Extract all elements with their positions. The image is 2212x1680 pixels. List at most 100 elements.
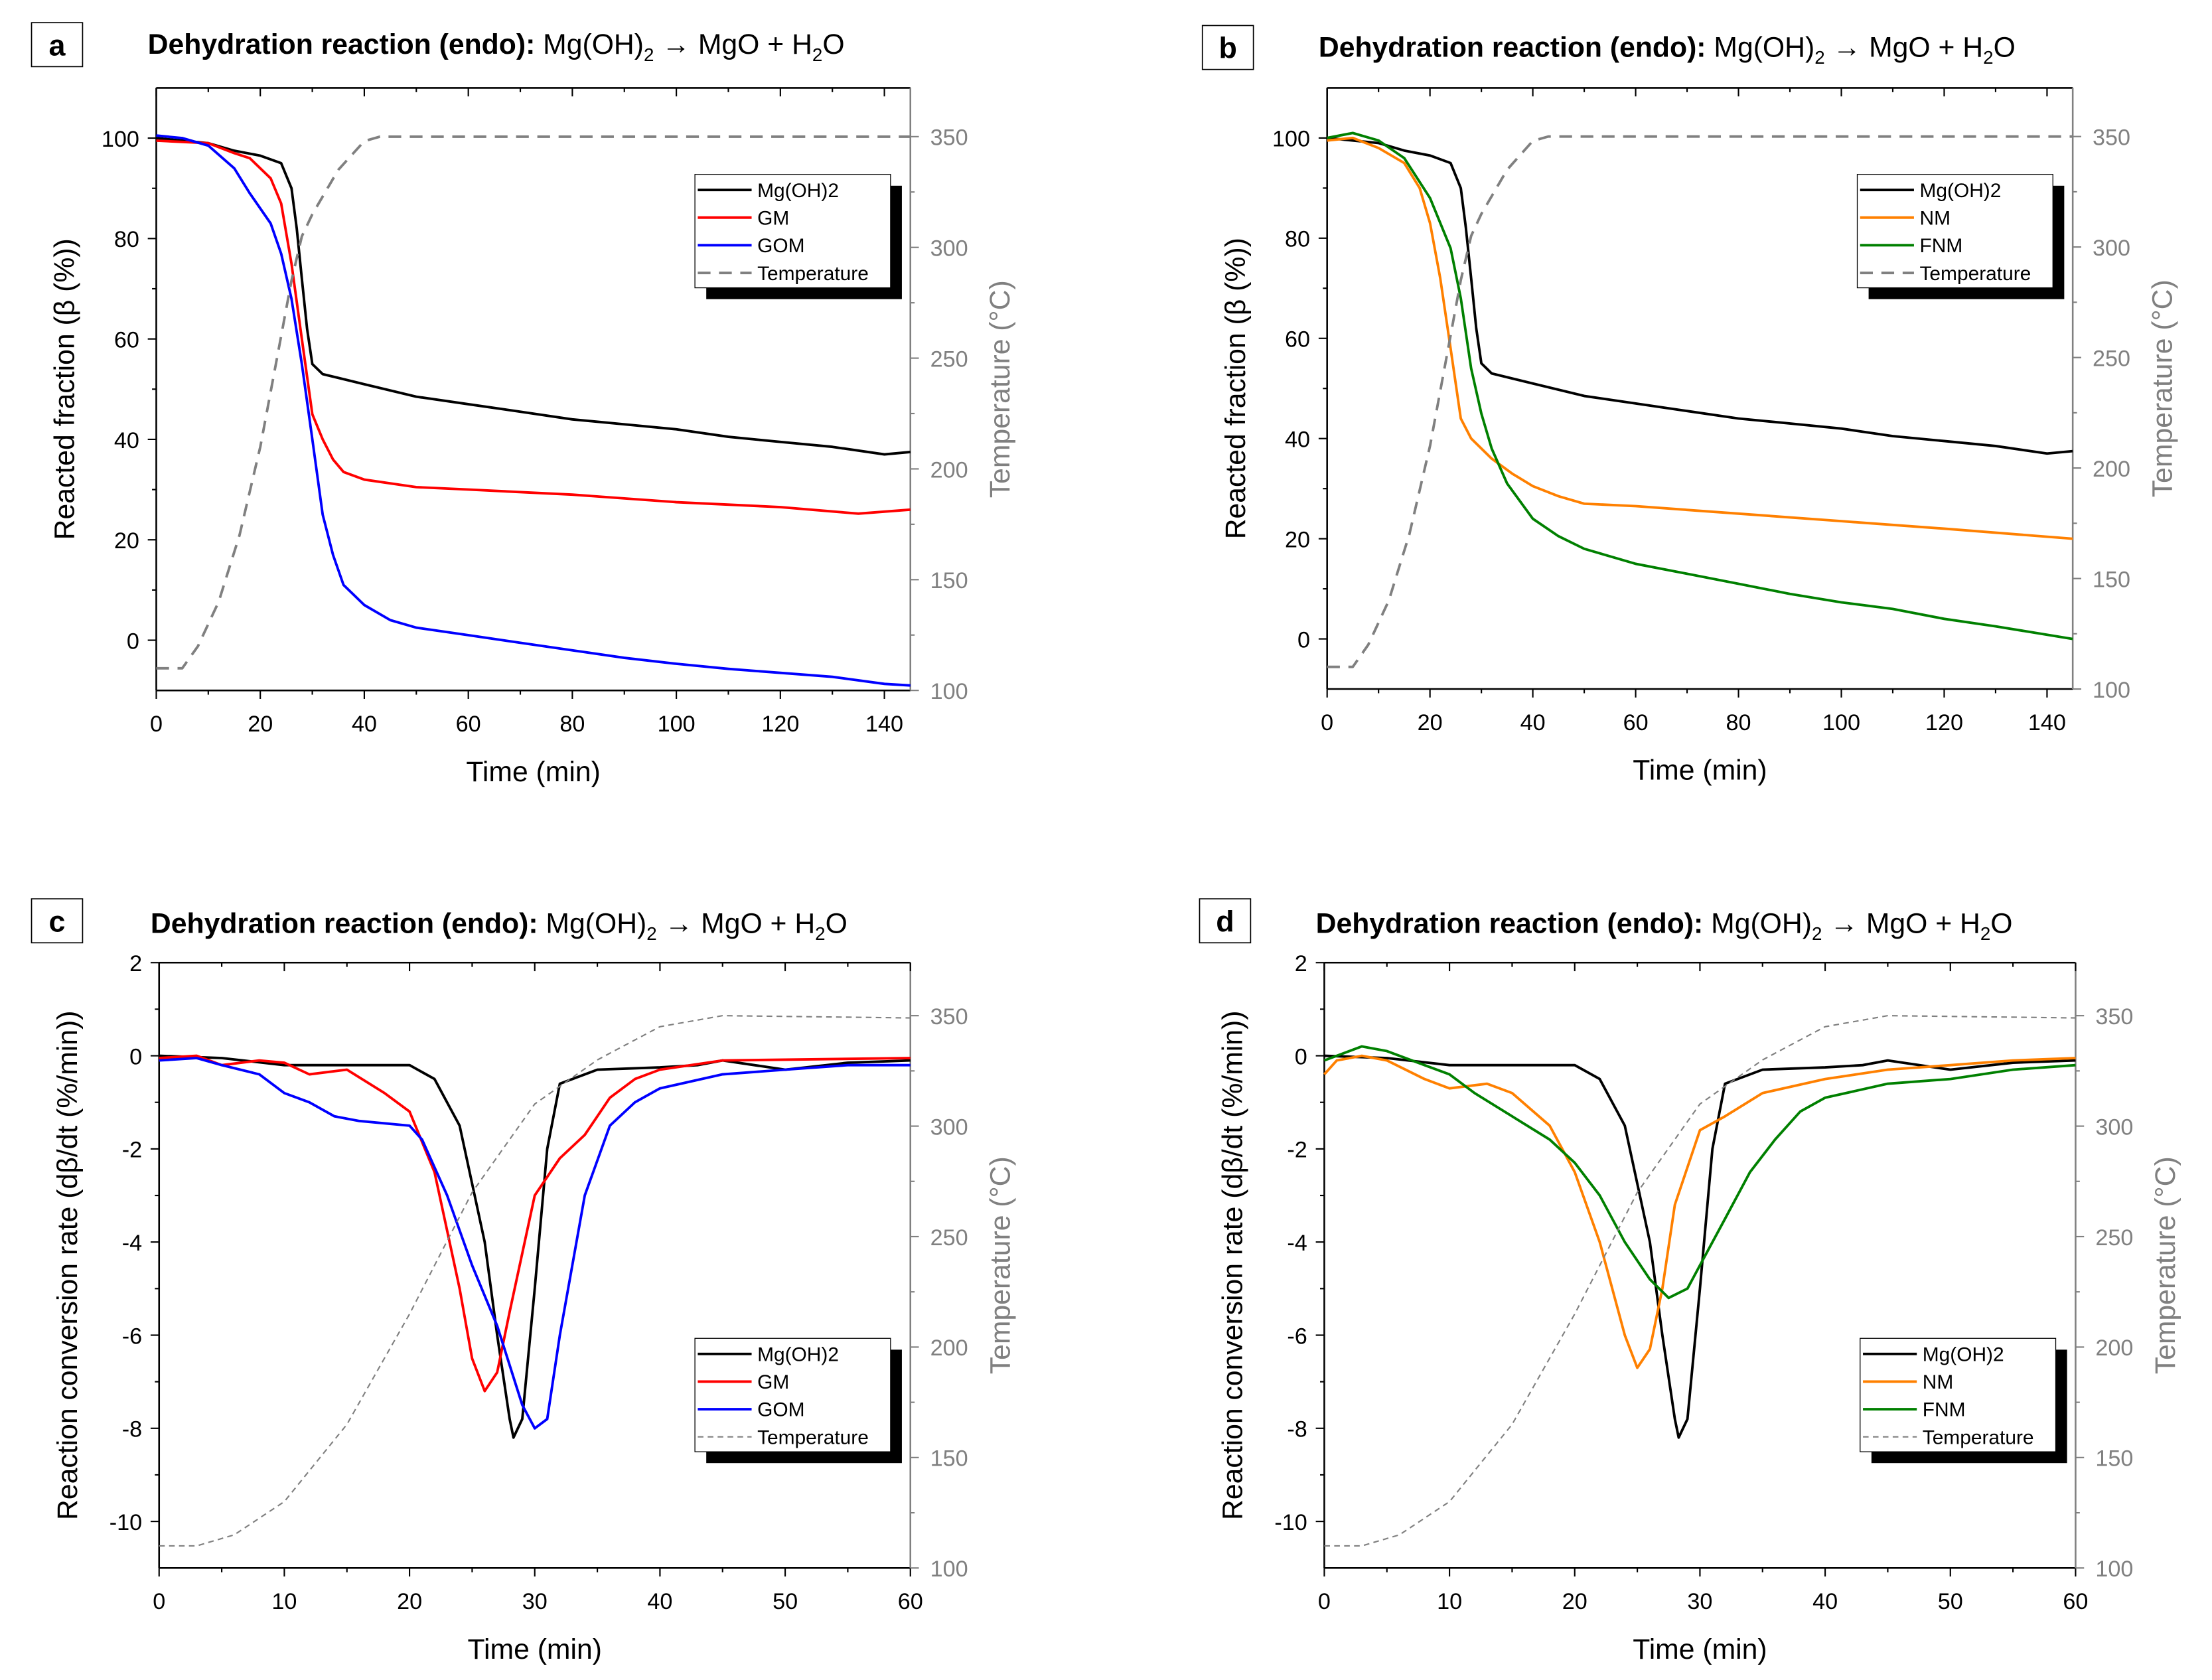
- legend-entry: NM: [1923, 1371, 1953, 1393]
- y-tick-label: -8: [122, 1417, 142, 1442]
- legend-box: [694, 1337, 891, 1452]
- panel-label-box: [1199, 898, 1252, 944]
- y-tick-label: 0: [1297, 627, 1310, 652]
- x-tick-label: 40: [1520, 710, 1546, 735]
- series-line-temperature: [159, 1015, 911, 1547]
- y2-tick-label: 100: [930, 679, 968, 704]
- chart-title: Dehydration reaction (endo): Mg(OH)2 → M…: [1319, 31, 2016, 68]
- series-line-mgoh2: [1327, 136, 2073, 455]
- title-subscript: 2: [815, 923, 825, 944]
- y2-axis-label: Temperature (°C): [2147, 279, 2179, 497]
- title-formula: Mg(OH): [1714, 31, 1814, 63]
- y-tick-label: -4: [1287, 1231, 1307, 1256]
- legend-entry: Temperature: [757, 1426, 869, 1448]
- x-tick-label: 30: [522, 1589, 548, 1614]
- y2-tick-label: 350: [2095, 1004, 2133, 1030]
- legend-entry: GOM: [757, 1399, 804, 1421]
- series-line-temperature: [156, 135, 911, 670]
- panel-label-box: [31, 22, 84, 68]
- y-tick-label: -2: [1287, 1138, 1307, 1163]
- y2-tick-label: 200: [2093, 457, 2130, 482]
- x-tick-label: 60: [1623, 710, 1649, 735]
- x-tick-label: 30: [1687, 1589, 1712, 1614]
- panel-label: b: [1218, 31, 1236, 65]
- x-tick-label: 50: [1938, 1589, 1963, 1614]
- panel-label-box: [31, 898, 84, 944]
- y-tick-label: 2: [1295, 951, 1307, 976]
- legend: Mg(OH)2 NM FNM Temperature: [1860, 1337, 2067, 1464]
- chart-title: Dehydration reaction (endo): Mg(OH)2 → M…: [148, 29, 845, 65]
- title-formula: O: [1990, 907, 2012, 939]
- title-formula: → MgO + H: [1822, 907, 1980, 939]
- y2-tick-label: 350: [2093, 125, 2130, 150]
- y2-tick-label: 150: [930, 568, 968, 593]
- panel-label: c: [48, 904, 65, 938]
- series-line-mgoh2: [156, 137, 911, 456]
- y2-tick-label: 350: [930, 125, 968, 151]
- title-subscript: 2: [812, 44, 822, 65]
- legend-entry: Temperature: [757, 263, 869, 285]
- y2-tick-label: 250: [2095, 1225, 2133, 1251]
- title-formula: Mg(OH): [1711, 907, 1812, 939]
- legend-entry: Mg(OH)2: [1919, 180, 2001, 202]
- x-tick-label: 20: [1418, 710, 1443, 735]
- series-line-temperature: [1324, 1015, 2076, 1547]
- y-tick-label: 20: [1285, 527, 1310, 552]
- x-tick-label: 50: [773, 1589, 798, 1614]
- title-subscript: 2: [1983, 47, 1993, 68]
- series-line-nm: [1323, 1054, 2076, 1369]
- y-tick-label: 2: [129, 951, 142, 976]
- title-formula: Mg(OH): [543, 29, 644, 60]
- title-subscript: 2: [1980, 923, 1990, 944]
- legend-entry: GM: [757, 1371, 789, 1393]
- y2-tick-label: 250: [930, 346, 968, 372]
- series-line-fnm: [1327, 131, 2073, 641]
- y-axis-label: Reaction conversion rate (dβ/dt (%/min)): [1217, 1011, 1249, 1520]
- series-line-gom: [156, 134, 911, 687]
- y-tick-label: -6: [1287, 1324, 1307, 1349]
- legend-box: [1856, 174, 2053, 289]
- legend-entry: Mg(OH)2: [1923, 1343, 2004, 1365]
- chart-title: Dehydration reaction (endo): Mg(OH)2 → M…: [151, 907, 848, 944]
- y2-tick-label: 300: [930, 236, 968, 262]
- legend-entry: NM: [1919, 208, 1950, 230]
- x-axis-label: Time (min): [1633, 1634, 1767, 1665]
- title-subscript: 2: [644, 44, 654, 65]
- y2-tick-label: 150: [930, 1446, 968, 1472]
- series-line-fnm: [1323, 1045, 2076, 1300]
- y2-tick-label: 150: [2095, 1446, 2133, 1472]
- legend-box: [694, 174, 891, 289]
- panel-b: b Dehydration reaction (endo): Mg(OH)2 → …: [1201, 25, 2179, 787]
- y-tick-label: 100: [102, 127, 139, 152]
- y-tick-label: 80: [114, 227, 139, 252]
- legend-entry: Mg(OH)2: [757, 180, 839, 202]
- legend: Mg(OH)2 GM GOM Temperature: [694, 174, 902, 299]
- series-line-gom: [159, 1057, 911, 1430]
- x-tick-label: 20: [248, 712, 273, 737]
- y2-tick-label: 100: [2095, 1557, 2133, 1582]
- x-tick-label: 80: [559, 712, 585, 737]
- x-tick-label: 0: [1318, 1589, 1331, 1614]
- legend-entry: FNM: [1919, 235, 1962, 257]
- x-tick-label: 60: [456, 712, 481, 737]
- title-formula: O: [826, 907, 848, 939]
- y2-tick-label: 300: [2095, 1114, 2133, 1140]
- title-formula: O: [1994, 31, 2016, 63]
- y2-axis-label: Temperature (°C): [984, 1156, 1016, 1374]
- legend: Mg(OH)2 NM FNM Temperature: [1856, 174, 2065, 299]
- x-tick-label: 40: [352, 712, 377, 737]
- x-tick-label: 10: [271, 1589, 297, 1614]
- legend-entry: FNM: [1923, 1399, 1966, 1421]
- y-tick-label: 0: [127, 629, 139, 654]
- y-tick-label: 0: [129, 1044, 142, 1069]
- x-tick-label: 80: [1726, 710, 1751, 735]
- y2-tick-label: 200: [930, 457, 968, 483]
- panel-a: a Dehydration reaction (endo): Mg(OH)2 → …: [31, 22, 1016, 788]
- title-formula: → MgO + H: [657, 907, 815, 939]
- x-tick-label: 120: [761, 712, 799, 737]
- y2-tick-label: 350: [930, 1004, 968, 1030]
- legend-entry: Temperature: [1919, 263, 2031, 285]
- y2-axis-label: Temperature (°C): [2150, 1156, 2181, 1374]
- x-tick-label: 100: [1822, 710, 1860, 735]
